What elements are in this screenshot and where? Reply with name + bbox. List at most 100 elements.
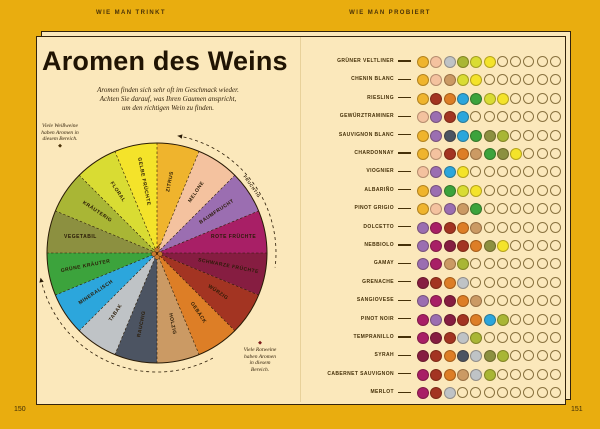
aroma-dot [483, 350, 496, 363]
empty-dot [510, 166, 522, 178]
aroma-dot [430, 313, 443, 326]
label-dash [398, 299, 411, 301]
segment-divider [156, 252, 235, 331]
variety-label: RIESLING [367, 94, 394, 101]
empty-dot [510, 332, 522, 343]
aroma-dot [443, 332, 456, 344]
aroma-dot [456, 92, 469, 105]
aroma-dot [496, 240, 509, 252]
aroma-dot [430, 56, 443, 68]
segment-divider [55, 252, 158, 296]
aroma-dot [443, 111, 456, 124]
aroma-dot [417, 240, 429, 252]
variety-label: SYRAH [374, 352, 394, 359]
label-dash [398, 115, 411, 117]
empty-dot [496, 387, 508, 399]
label-dash [398, 60, 411, 62]
white-wine-note: Viele Weißweine haben Aromen in diesem B… [32, 123, 88, 150]
wheel-segment [55, 253, 157, 331]
empty-dot [550, 350, 561, 362]
wheel-segment [79, 253, 157, 355]
empty-dot [510, 111, 522, 123]
wheel-segment [47, 210, 157, 253]
empty-dot [523, 387, 535, 399]
empty-dot [536, 111, 548, 123]
empty-dot [510, 387, 522, 399]
page-number-right: 151 [571, 406, 583, 413]
aroma-dot [417, 56, 429, 68]
aroma-dot [430, 129, 443, 142]
empty-dot [510, 203, 522, 215]
empty-dot [510, 350, 522, 362]
aroma-dot [430, 92, 443, 105]
empty-dot [536, 166, 548, 178]
segment-divider [79, 175, 158, 254]
empty-dot [536, 258, 548, 270]
aroma-dot [456, 56, 469, 68]
empty-dot [470, 111, 482, 123]
wheel-segment [157, 253, 200, 363]
aroma-dot [456, 240, 469, 252]
empty-dot [550, 368, 561, 380]
page-gutter [300, 37, 301, 402]
variety-label: ALBARIÑO [364, 186, 394, 193]
aroma-dot [443, 350, 456, 363]
aroma-dot [417, 184, 429, 197]
aroma-dot [443, 368, 456, 381]
wheel-segment [157, 253, 259, 331]
aroma-dot [443, 276, 456, 289]
aroma-dot [443, 313, 456, 326]
aroma-dot [443, 74, 456, 87]
empty-dot [470, 276, 482, 288]
empty-dot [496, 258, 508, 270]
aroma-dot [430, 276, 443, 289]
empty-dot [523, 74, 535, 86]
segment-divider [114, 252, 158, 355]
empty-dot [483, 184, 495, 196]
empty-dot [536, 350, 548, 362]
aroma-dot [417, 368, 429, 381]
segment-divider [114, 151, 158, 254]
page-subtitle: Aromen finden sich sehr oft im Geschmack… [63, 86, 273, 114]
empty-dot [550, 387, 561, 399]
empty-dot [523, 240, 535, 251]
aroma-dot [456, 332, 469, 344]
arc-arrow-icon [39, 277, 44, 283]
empty-dot [536, 295, 548, 307]
empty-dot [496, 276, 508, 288]
aroma-dot [470, 203, 483, 216]
grape-cluster-icon [151, 243, 163, 260]
empty-dot [483, 111, 495, 123]
wheel-rim [46, 142, 268, 364]
empty-dot [496, 56, 508, 67]
variety-label: SAUVIGNON BLANC [338, 131, 394, 138]
aroma-dot [483, 129, 496, 142]
empty-dot [523, 184, 535, 196]
aroma-dot [456, 148, 469, 160]
empty-dot [523, 368, 535, 380]
aroma-dot [430, 74, 443, 87]
aroma-dot [470, 74, 483, 87]
subtitle-line: Achten Sie darauf, was Ihren Gaumen ansp… [99, 95, 237, 104]
empty-dot [550, 74, 561, 86]
label-dash [398, 317, 411, 320]
label-dash [398, 336, 411, 338]
variety-label: DOLCETTO [363, 223, 394, 230]
aroma-dot [483, 368, 496, 381]
aroma-dot [417, 166, 429, 179]
aroma-dot [430, 332, 443, 344]
aroma-dot [470, 56, 483, 68]
empty-dot [496, 368, 508, 380]
empty-dot [523, 313, 535, 325]
note-line: Viele Weißweine [42, 123, 78, 129]
aroma-dot [456, 313, 469, 326]
label-dash [398, 78, 411, 80]
aroma-dot [496, 92, 509, 105]
variety-label: MERLOT [370, 389, 394, 396]
aroma-dot [456, 258, 469, 271]
variety-label: VIOGNIER [366, 168, 394, 175]
empty-dot [496, 184, 508, 196]
red-note-marker-icon: ◆ [258, 341, 262, 346]
aroma-dot [417, 203, 429, 216]
